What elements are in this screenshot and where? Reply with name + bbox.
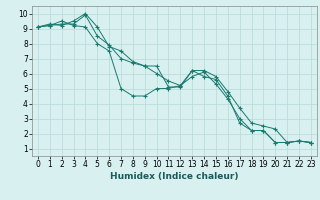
X-axis label: Humidex (Indice chaleur): Humidex (Indice chaleur) [110, 172, 239, 181]
